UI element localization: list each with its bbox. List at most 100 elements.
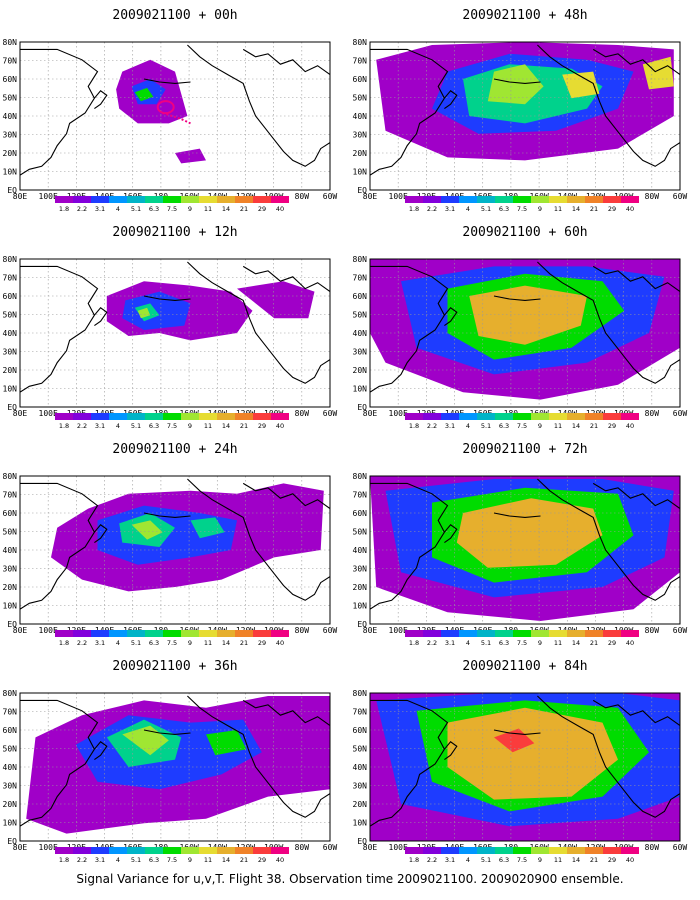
colorbar-label: 29 [258, 205, 266, 213]
colorbar-swatch [405, 196, 423, 203]
colorbar-swatch [513, 413, 531, 420]
colorbar-label: 14 [572, 422, 580, 430]
colorbar-swatch [585, 196, 603, 203]
lat-tick-label: 30N [3, 131, 18, 140]
colorbar-label: 29 [258, 639, 266, 647]
colorbar-swatch [163, 847, 181, 854]
colorbar-swatch [513, 630, 531, 637]
lat-tick-label: 60N [353, 726, 368, 735]
coastline [592, 265, 680, 293]
colorbar-label: 21 [240, 856, 248, 864]
lon-tick-label: 80E [13, 192, 28, 201]
colorbar-label: 4 [466, 422, 470, 430]
map-plot: 80N70N60N50N40N30N20N10NEQ80E100E120E140… [3, 38, 338, 213]
colorbar-label: 6.3 [149, 422, 159, 430]
colorbar-swatch [91, 413, 109, 420]
map-panel: 2009021100 + 48h 80N 70N 60N 50N 40N 30N 20N 10N… [350, 0, 700, 215]
lat-tick-label: 60N [353, 509, 368, 518]
colorbar-label: 2.2 [77, 422, 87, 430]
panel-title: 2009021100 + 60h [462, 225, 588, 240]
colorbar-swatch [621, 847, 639, 854]
contour-region [447, 707, 618, 800]
colorbar-swatch [459, 413, 477, 420]
colorbar-swatch [477, 196, 495, 203]
colorbar-swatch [477, 847, 495, 854]
lat-tick-label: 80N [3, 255, 18, 264]
map-plot: 80N70N60N50N40N30N20N10NEQ80E100E120E140… [353, 38, 688, 213]
lat-tick-label: EQ [357, 837, 367, 846]
colorbar-label: 5.1 [481, 422, 491, 430]
colorbar-swatch [423, 630, 441, 637]
coastline [143, 78, 191, 84]
colorbar-swatch [271, 630, 289, 637]
lat-tick-label: 10N [3, 819, 18, 828]
colorbar-label: 40 [276, 639, 284, 647]
lat-tick-label: 50N [353, 311, 368, 320]
colorbar-swatch [621, 413, 639, 420]
colorbar-swatch [181, 196, 199, 203]
colorbar-swatch [235, 196, 253, 203]
coastline [187, 261, 330, 384]
colorbar-label: 7.5 [167, 856, 177, 864]
coastline [370, 699, 449, 827]
lon-tick-label: 60W [323, 843, 338, 852]
colorbar-swatch [513, 196, 531, 203]
colorbar-label: 3.1 [95, 205, 105, 213]
colorbar-label: 3.1 [95, 422, 105, 430]
colorbar-label: 21 [590, 856, 598, 864]
panel-title: 2009021100 + 48h [462, 8, 588, 23]
contour-region [487, 64, 544, 105]
contour-region [175, 148, 206, 164]
lat-tick-label: 20N [3, 149, 18, 158]
colorbar-swatch [199, 196, 217, 203]
lat-tick-label: EQ [357, 403, 367, 412]
lat-tick-label: 40N [353, 546, 368, 555]
lat-tick-label: 70N [3, 57, 18, 66]
colorbar-swatch [459, 196, 477, 203]
colorbar-label: 21 [240, 639, 248, 647]
coastline [370, 48, 449, 176]
lat-tick-label: 80N [3, 689, 18, 698]
map-panel: 2009021100 + 24h 80N 70N 60N 50N 40N 30N 20N 10N… [0, 434, 350, 649]
colorbar-label: 9 [188, 856, 192, 864]
lat-tick-label: 80N [3, 38, 18, 47]
lat-tick-label: EQ [7, 403, 17, 412]
colorbar-swatch [253, 847, 271, 854]
colorbar-label: 9 [188, 422, 192, 430]
coastline [592, 48, 680, 76]
colorbar-swatch [459, 847, 477, 854]
colorbar-label: 3.1 [95, 856, 105, 864]
figure-caption: Signal Variance for u,v,T. Flight 38. Ob… [76, 872, 624, 886]
colorbar-label: 11 [204, 422, 212, 430]
lat-tick-label: 30N [353, 782, 368, 791]
lon-tick-label: 80W [645, 843, 660, 852]
colorbar-swatch [253, 413, 271, 420]
colorbar-label: 7.5 [517, 856, 527, 864]
colorbar-label: 1.8 [409, 856, 419, 864]
colorbar-swatch [55, 196, 73, 203]
colorbar-swatch [109, 847, 127, 854]
colorbar-label: 29 [608, 856, 616, 864]
colorbar-swatch [109, 630, 127, 637]
coastline [242, 482, 330, 510]
colorbar-swatch [217, 413, 235, 420]
colorbar-label: 14 [222, 205, 230, 213]
contour-region [131, 520, 163, 540]
colorbar-label: 3.1 [445, 856, 455, 864]
colorbar-label: 40 [276, 205, 284, 213]
colorbar-swatch [235, 847, 253, 854]
colorbar-label: 6.3 [499, 639, 509, 647]
colorbar-swatch [495, 196, 513, 203]
lat-tick-label: 60N [353, 292, 368, 301]
colorbar-label: 4 [466, 205, 470, 213]
coastline [443, 90, 458, 110]
lon-tick-label: 100E [39, 409, 58, 418]
lat-tick-label: 60N [3, 75, 18, 84]
lon-tick-label: 80W [295, 843, 310, 852]
colorbar-label: 2.2 [427, 205, 437, 213]
colorbar-swatch [127, 196, 145, 203]
lat-tick-label: 30N [3, 782, 18, 791]
colorbar-label: 5.1 [481, 205, 491, 213]
colorbar-swatch [271, 413, 289, 420]
coastline [537, 261, 680, 384]
